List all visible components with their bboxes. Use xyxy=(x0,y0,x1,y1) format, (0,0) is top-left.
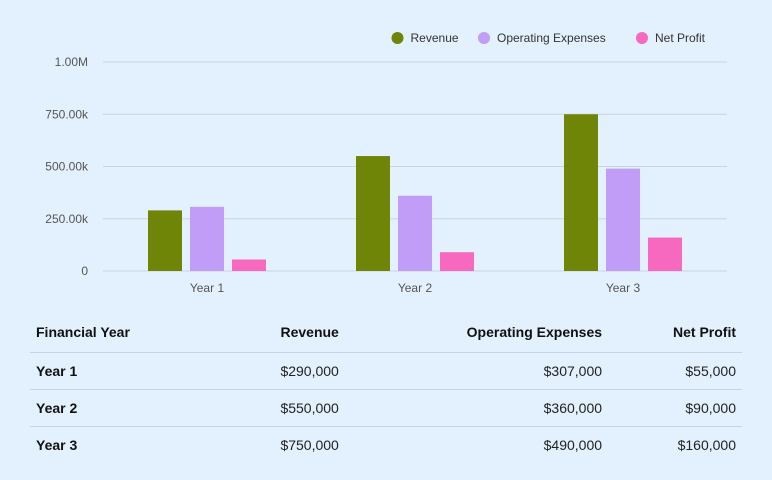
y-tick-label: 750.00k xyxy=(45,107,89,121)
x-tick-label: Year 2 xyxy=(398,281,433,295)
x-tick-label: Year 3 xyxy=(606,281,641,295)
bar-operating-expenses-year-1 xyxy=(190,206,224,271)
bar-net-profit-year-3 xyxy=(648,237,682,271)
header-revenue: Revenue xyxy=(219,312,345,353)
legend-swatch xyxy=(391,32,404,44)
bar-net-profit-year-2 xyxy=(440,252,474,271)
cell-year: Year 1 xyxy=(30,352,220,390)
table-header-row: Financial Year Revenue Operating Expense… xyxy=(30,312,742,353)
cell-revenue: $750,000 xyxy=(280,437,339,453)
bar-operating-expenses-year-2 xyxy=(398,195,432,271)
financial-table: Financial Year Revenue Operating Expense… xyxy=(30,312,742,463)
chart-legend: Net Profit Operating Expenses Revenue xyxy=(391,31,706,45)
y-tick-label: 500.00k xyxy=(45,160,89,174)
cell-operating-expenses: $307,000 xyxy=(344,352,609,390)
y-axis: 0 250.00k 500.00k 750.00k 1.00M xyxy=(45,55,89,278)
legend-label: Revenue xyxy=(411,31,459,45)
cell-net-profit: $55,000 xyxy=(608,352,742,390)
x-tick-label: Year 1 xyxy=(190,281,225,295)
cell-net-profit: $160,000 xyxy=(677,437,736,453)
table-row: Year 2 $550,000 $360,000 $90,000 xyxy=(30,389,742,427)
cell-year: Year 2 xyxy=(30,389,220,427)
y-tick-label: 250.00k xyxy=(45,212,89,226)
bar-revenue-year-1 xyxy=(148,210,182,271)
bar-chart: Net Profit Operating Expenses Revenue 0 250… xyxy=(45,31,727,295)
bar-net-profit-year-1 xyxy=(232,259,266,271)
y-tick-label: 1.00M xyxy=(55,55,88,69)
cell-operating-expenses: $490,000 xyxy=(543,437,603,453)
header-financial-year: Financial Year xyxy=(30,312,220,353)
legend-label: Operating Expenses xyxy=(497,31,606,45)
cell-revenue: $550,000 xyxy=(219,389,345,427)
header-net-profit: Net Profit xyxy=(608,312,742,353)
cell-net-profit: $90,000 xyxy=(608,389,742,427)
chart-bars xyxy=(148,114,682,271)
header-operating-expenses: Operating Expenses xyxy=(344,312,609,353)
legend-swatch xyxy=(478,32,490,44)
bar-operating-expenses-year-3 xyxy=(606,168,640,271)
table-row: Year 1 $290,000 $307,000 $55,000 xyxy=(30,352,742,390)
legend-label: Net Profit xyxy=(655,31,706,45)
bar-revenue-year-2 xyxy=(356,156,390,271)
chart-canvas: Net Profit Operating Expenses Revenue 0 250… xyxy=(45,31,727,295)
cell-year: Year 3 xyxy=(36,437,78,453)
legend-swatch xyxy=(636,32,648,44)
y-tick-label: 0 xyxy=(81,264,88,278)
cell-revenue: $290,000 xyxy=(219,352,345,390)
x-axis: Year 1 Year 2 Year 3 xyxy=(190,281,641,295)
cell-operating-expenses: $360,000 xyxy=(344,389,609,427)
bar-revenue-year-3 xyxy=(564,114,598,271)
table-row: Year 3 $750,000 $490,000 $160,000 xyxy=(30,427,742,464)
